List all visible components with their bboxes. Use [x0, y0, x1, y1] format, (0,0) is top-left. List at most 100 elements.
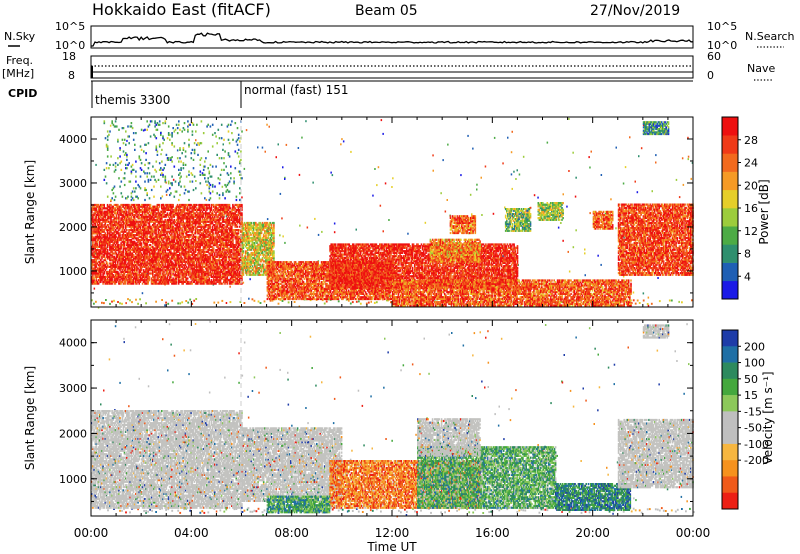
noise-cell	[340, 143, 342, 145]
noise-cell	[299, 174, 301, 176]
nsky-frame	[91, 26, 693, 48]
noise-cell	[442, 159, 444, 161]
noise-cell	[445, 211, 447, 213]
ground-scatter-cell	[350, 303, 352, 305]
noise-cell	[460, 174, 462, 176]
ground-scatter-cell	[643, 300, 645, 302]
echo-cell	[141, 242, 143, 244]
noise-cell	[502, 162, 504, 164]
ground-scatter-cell	[155, 301, 157, 303]
ground-scatter-cell	[105, 299, 107, 301]
ground-scatter-cell	[278, 303, 280, 305]
noise-cell	[356, 229, 358, 231]
noise-cell	[440, 192, 442, 194]
noise-cell	[568, 251, 570, 253]
ground-scatter-cell	[185, 300, 187, 302]
noise-cell	[515, 178, 517, 180]
noise-cell	[589, 167, 591, 169]
nsky-panel: N.Sky 10^5 10^0 10^5 10^0 N.Search	[4, 20, 795, 52]
freq-panel: Freq. [MHz] 18 8 60 0 Nave	[2, 50, 775, 82]
date-title: 27/Nov/2019	[590, 3, 680, 19]
noise-cell	[223, 143, 225, 145]
noise-cell	[562, 240, 564, 242]
freq-label: Freq.	[6, 54, 33, 67]
noise-cell	[566, 206, 568, 208]
ground-scatter-cell	[258, 301, 260, 303]
echo-cell	[126, 211, 128, 213]
noise-cell	[299, 225, 301, 227]
echo-cell	[187, 277, 189, 279]
noise-cell	[637, 191, 639, 193]
ground-scatter-cell	[113, 300, 115, 302]
noise-cell	[257, 146, 259, 148]
ground-scatter-cell	[659, 300, 661, 302]
noise-cell	[162, 195, 164, 197]
noise-cell	[648, 297, 650, 299]
nsky-tick-top: 10^5	[55, 20, 85, 33]
noise-cell	[507, 137, 509, 139]
noise-cell	[301, 137, 303, 139]
noise-cell	[382, 133, 384, 135]
noise-cell	[244, 168, 246, 170]
radar-summary-figure: Hokkaido East (fitACF) Beam 05 27/Nov/20…	[0, 0, 800, 554]
echo-cell	[208, 204, 210, 206]
echo-cell	[196, 204, 198, 206]
noise-cell	[282, 235, 284, 237]
noise-cell	[683, 184, 685, 186]
noise-cell	[378, 166, 380, 168]
ground-scatter-cell	[195, 298, 197, 300]
noise-cell	[126, 140, 128, 142]
ground-scatter-cell	[374, 302, 376, 304]
ground-scatter-cell	[193, 300, 195, 302]
noise-cell	[575, 196, 577, 198]
ground-scatter-cell	[129, 299, 131, 301]
noise-cell	[615, 227, 617, 229]
ground-scatter-cell	[368, 302, 370, 304]
ground-scatter-cell	[254, 300, 256, 302]
nave-label: Nave	[747, 62, 775, 75]
noise-cell	[312, 182, 314, 184]
noise-cell	[476, 184, 478, 186]
noise-cell	[591, 151, 593, 153]
ground-scatter-cell	[167, 303, 169, 305]
noise-cell	[110, 125, 112, 127]
noise-cell	[588, 156, 590, 158]
ground-scatter-cell	[213, 302, 215, 304]
noise-cell	[625, 166, 627, 168]
ground-scatter-cell	[117, 301, 119, 303]
noise-cell	[623, 183, 625, 185]
ground-scatter-cell	[221, 300, 223, 302]
ground-scatter-cell	[93, 303, 95, 305]
ground-scatter-cell	[360, 303, 362, 305]
noise-cell	[330, 172, 332, 174]
ground-scatter-cell	[294, 301, 296, 303]
noise-cell	[601, 174, 603, 176]
noise-cell	[195, 180, 197, 182]
ground-scatter-cell	[135, 299, 137, 301]
noise-cell	[513, 171, 515, 173]
noise-cell	[472, 148, 474, 150]
noise-cell	[517, 169, 519, 171]
noise-cell	[243, 282, 245, 284]
noise-cell	[657, 277, 659, 279]
noise-cell	[248, 298, 250, 300]
noise-cell	[286, 144, 288, 146]
noise-cell	[279, 234, 281, 236]
noise-cell	[267, 218, 269, 220]
noise-cell	[470, 194, 472, 196]
freq-tick-bottom: 8	[68, 69, 75, 82]
noise-cell	[638, 155, 640, 157]
noise-cell	[142, 292, 144, 294]
ground-scatter-cell	[681, 301, 683, 303]
nsky-label: N.Sky	[4, 30, 36, 43]
noise-cell	[343, 140, 345, 142]
noise-cell	[691, 178, 693, 180]
noise-cell	[584, 249, 586, 251]
noise-cell	[249, 278, 251, 280]
noise-cell	[600, 264, 602, 266]
ground-scatter-cell	[187, 302, 189, 304]
noise-cell	[341, 138, 343, 140]
noise-cell	[269, 126, 271, 128]
ground-scatter-cell	[288, 301, 290, 303]
